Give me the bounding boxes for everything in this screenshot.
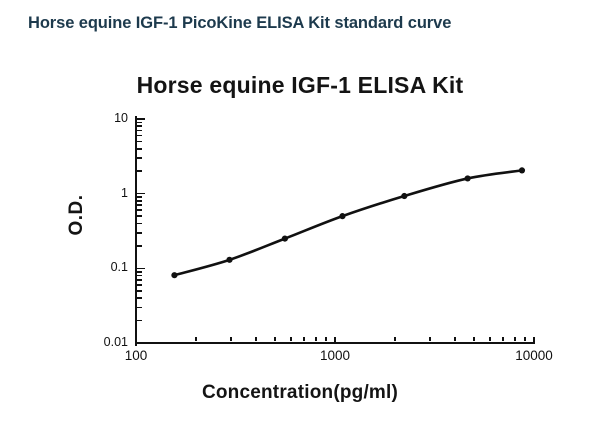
data-point (339, 213, 346, 220)
curve-line (173, 169, 524, 277)
x-tick-minor (502, 337, 504, 341)
data-point-markers (171, 167, 526, 279)
x-tick-minor (274, 337, 276, 341)
y-axis-label: O.D. (66, 194, 87, 236)
data-point (171, 272, 178, 279)
x-tick-label: 10000 (515, 348, 553, 363)
x-tick-major (334, 337, 336, 344)
x-tick-minor (489, 337, 491, 341)
standard-curve-plot (171, 167, 526, 279)
x-axis-label: Concentration(pg/ml) (201, 382, 399, 403)
x-tick-minor (429, 337, 431, 341)
x-tick-minor (230, 337, 232, 341)
y-tick-minor (137, 319, 142, 322)
y-tick-minor (137, 279, 142, 281)
x-tick-minor (473, 337, 475, 341)
data-point (464, 175, 471, 182)
y-tick-major (137, 192, 145, 195)
data-point (281, 235, 288, 242)
data-point (226, 256, 233, 263)
x-tick-minor (303, 337, 305, 341)
chart-figure: Horse equine IGF-1 ELISA Kit 0.01 0.1 1 10 … (0, 52, 600, 432)
x-tick-minor (290, 337, 292, 341)
x-tick-minor (255, 337, 257, 341)
x-tick-major (135, 337, 137, 344)
y-tick-minor (137, 157, 142, 159)
y-tick-minor (137, 290, 142, 292)
y-tick-minor (137, 147, 142, 150)
x-tick-minor (524, 337, 526, 341)
y-tick-minor (137, 222, 142, 225)
y-tick-minor (137, 231, 142, 234)
page-title: Horse equine IGF-1 PicoKine ELISA Kit st… (28, 14, 452, 32)
x-tick-minor (314, 337, 317, 341)
y-tick-minor (137, 245, 142, 247)
y-tick-minor (137, 270, 142, 273)
x-tick-label: 100 (124, 348, 148, 363)
y-tick-major (137, 267, 145, 270)
y-tick-major (137, 342, 145, 344)
y-tick-label: 10 (114, 111, 128, 125)
y-tick-minor (137, 196, 142, 198)
x-tick-label: 1000 (319, 348, 351, 363)
x-tick-minor (513, 337, 516, 341)
data-point (518, 167, 526, 174)
y-tick-minor (137, 125, 142, 128)
y-tick-label: 0.1 (110, 260, 128, 275)
y-tick-minor (137, 297, 142, 299)
y-tick-minor (137, 204, 142, 207)
x-tick-minor (454, 337, 456, 341)
y-tick-minor (137, 274, 142, 277)
y-tick-minor (137, 284, 142, 286)
y-tick-minor (137, 200, 142, 202)
y-tick-minor (137, 306, 142, 309)
chart-title: Horse equine IGF-1 ELISA Kit (136, 72, 464, 98)
x-tick-minor (195, 337, 197, 341)
y-tick-minor (137, 134, 142, 137)
y-tick-minor (137, 121, 142, 124)
y-tick-label: 1 (121, 185, 128, 200)
y-tick-minor (137, 170, 142, 172)
x-tick-major (533, 337, 535, 344)
y-tick-label: 0.01 (103, 335, 128, 349)
y-tick-minor (137, 140, 142, 143)
data-point (401, 192, 408, 200)
y-tick-minor (137, 129, 142, 132)
x-tick-minor (325, 337, 327, 341)
x-tick-minor (394, 337, 396, 341)
y-tick-major (137, 118, 145, 120)
y-tick-minor (137, 215, 142, 217)
y-axis-line (135, 116, 137, 346)
y-tick-minor (137, 209, 142, 212)
